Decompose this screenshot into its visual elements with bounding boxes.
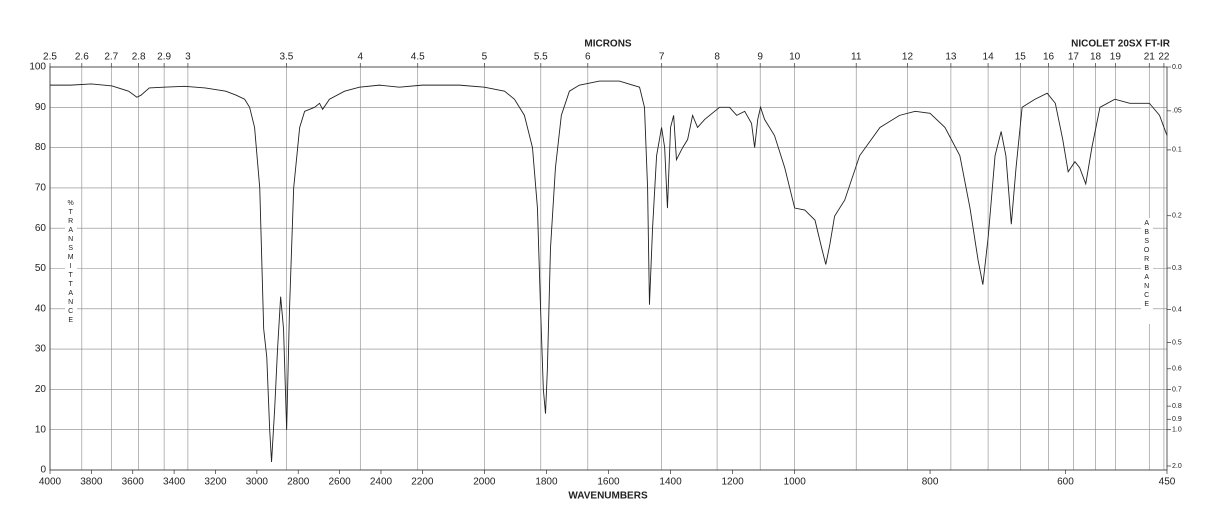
- label-bg: [1141, 218, 1153, 324]
- x-tick-label: 450: [1159, 477, 1176, 488]
- x-tick-label: 1400: [659, 477, 682, 488]
- x2-tick-label: 8: [714, 52, 720, 63]
- y2-tick-label: 0.7: [1172, 386, 1182, 393]
- x-tick-label: 4000: [39, 477, 62, 488]
- y-tick-label: 70: [35, 183, 47, 194]
- x2-tick-label: 17: [1068, 52, 1080, 63]
- x-tick-label: 2200: [411, 477, 434, 488]
- y-tick-label: 90: [35, 102, 47, 113]
- x-tick-label: 600: [1057, 477, 1074, 488]
- x-tick-label: 3400: [163, 477, 186, 488]
- x-tick-label: 3600: [122, 477, 145, 488]
- x-tick-label: 1800: [535, 477, 558, 488]
- y2-tick-label: 0.4: [1172, 306, 1182, 313]
- x2-tick-label: 19: [1110, 52, 1122, 63]
- x-tick-label: 2000: [473, 477, 496, 488]
- x2-tick-label: 6: [585, 52, 591, 63]
- x2-tick-label: 2.7: [104, 52, 118, 63]
- x-tick-label: 3800: [80, 477, 103, 488]
- x-tick-label: 1000: [784, 477, 807, 488]
- label-bg: [65, 198, 77, 348]
- y2-tick-label: 0.6: [1172, 366, 1182, 373]
- y2-tick-label: 0.3: [1172, 265, 1182, 272]
- x-tick-label: 800: [922, 477, 939, 488]
- top-axis-title: MICRONS: [584, 39, 632, 50]
- y2-tick-label: 0.0: [1172, 64, 1182, 71]
- y2-tick-label: 2.0: [1172, 463, 1182, 470]
- y-tick-label: 20: [35, 384, 47, 395]
- plot-frame: [49, 66, 1168, 471]
- x2-tick-label: 2.6: [75, 52, 89, 63]
- x2-tick-label: 9: [757, 52, 763, 63]
- x-tick-label: 1200: [721, 477, 744, 488]
- x-tick-label: 1600: [597, 477, 620, 488]
- y-tick-label: 30: [35, 344, 47, 355]
- y2-axis-title: ABSORBANCE: [1143, 220, 1150, 310]
- spectrum-line: [50, 80, 1168, 462]
- x2-tick-label: 12: [902, 52, 914, 63]
- chart-title: NICOLET 20SX FT-IR: [1071, 39, 1171, 50]
- x2-tick-label: 4.5: [411, 52, 425, 63]
- x-tick-label: 2400: [370, 477, 393, 488]
- y-tick-label: 60: [35, 223, 47, 234]
- x2-tick-label: 21: [1144, 52, 1156, 63]
- y-tick-label: 40: [35, 303, 47, 314]
- x-axis-title: WAVENUMBERS: [568, 491, 648, 502]
- x-tick-label: 3000: [246, 477, 269, 488]
- x2-tick-label: 11: [851, 52, 862, 63]
- y2-tick-label: 1.0: [1172, 427, 1182, 434]
- y-tick-label: 100: [29, 62, 46, 73]
- y2-tick-label: 0.8: [1172, 403, 1182, 410]
- x2-tick-label: 5: [482, 52, 488, 63]
- y2-tick-label: .05: [1172, 108, 1182, 115]
- y-tick-label: 50: [35, 263, 47, 274]
- x2-tick-label: 14: [983, 52, 995, 63]
- y-tick-label: 0: [40, 465, 46, 476]
- y2-tick-label: 0.5: [1172, 339, 1182, 346]
- x2-tick-label: 2.5: [43, 52, 57, 63]
- x2-tick-label: 2.8: [132, 52, 146, 63]
- x2-tick-label: 5.5: [534, 52, 548, 63]
- x2-tick-label: 13: [945, 52, 957, 63]
- y-axis-title: %TRANSMITTANCE: [67, 200, 74, 326]
- x2-tick-label: 2.9: [157, 52, 171, 63]
- y2-tick-label: 0.2: [1172, 213, 1182, 220]
- y2-tick-label: 0.9: [1172, 416, 1182, 423]
- x2-tick-label: 18: [1090, 52, 1102, 63]
- y-tick-label: 80: [35, 142, 47, 153]
- x-tick-label: 3200: [204, 477, 227, 488]
- x2-tick-label: 7: [659, 52, 665, 63]
- x2-tick-label: 3: [185, 52, 191, 63]
- x-tick-label: 2600: [328, 477, 351, 488]
- y-tick-label: 10: [35, 424, 47, 435]
- x2-tick-label: 3.5: [279, 52, 293, 63]
- y2-tick-label: 0.1: [1172, 147, 1182, 154]
- x2-tick-label: 16: [1043, 52, 1055, 63]
- x2-tick-label: 10: [789, 52, 801, 63]
- x2-tick-label: 15: [1015, 52, 1027, 63]
- x2-tick-label: 4: [357, 52, 363, 63]
- x-tick-label: 2800: [287, 477, 310, 488]
- x2-tick-label: 22: [1158, 52, 1170, 63]
